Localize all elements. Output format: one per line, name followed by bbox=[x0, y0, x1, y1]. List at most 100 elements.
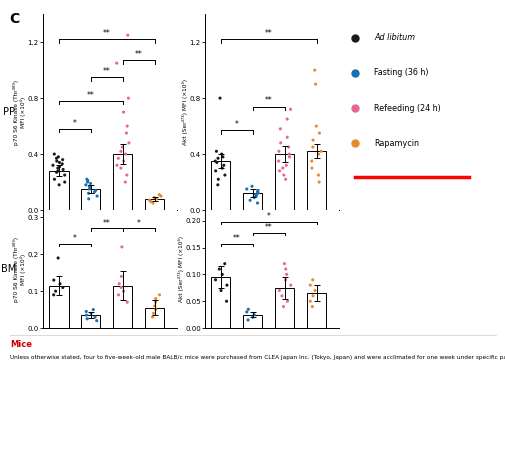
Text: Refeeding (24 h): Refeeding (24 h) bbox=[374, 104, 440, 113]
Point bbox=[279, 303, 287, 311]
Point bbox=[308, 276, 316, 284]
Text: *: * bbox=[73, 119, 77, 128]
Point bbox=[87, 310, 95, 317]
Point bbox=[151, 298, 159, 306]
Point bbox=[315, 129, 323, 137]
Point bbox=[50, 150, 58, 158]
Point bbox=[219, 153, 227, 160]
Point bbox=[49, 161, 57, 169]
Text: **: ** bbox=[265, 29, 272, 38]
Point bbox=[281, 176, 289, 183]
Point bbox=[213, 159, 221, 166]
Point bbox=[306, 281, 314, 289]
Point bbox=[218, 164, 226, 172]
Point bbox=[54, 254, 62, 262]
Point bbox=[211, 167, 219, 175]
Point bbox=[83, 315, 91, 322]
Point bbox=[54, 164, 62, 172]
Point bbox=[84, 195, 92, 202]
Text: *: * bbox=[136, 219, 140, 228]
Text: *: * bbox=[234, 120, 238, 129]
Point bbox=[283, 134, 291, 141]
Point bbox=[253, 199, 261, 207]
Bar bbox=[243, 315, 262, 328]
Point bbox=[285, 153, 293, 160]
Point bbox=[275, 167, 283, 175]
Point bbox=[214, 154, 222, 162]
Bar bbox=[211, 161, 230, 210]
Point bbox=[283, 297, 291, 305]
Point bbox=[215, 265, 223, 273]
Point bbox=[93, 192, 101, 200]
Point bbox=[113, 161, 121, 169]
Point bbox=[253, 188, 261, 195]
Point bbox=[121, 150, 129, 158]
Point bbox=[90, 188, 98, 195]
Point bbox=[222, 297, 230, 305]
Y-axis label: Akt (Ser⁴⁷³) MFI (×10⁴): Akt (Ser⁴⁷³) MFI (×10⁴) bbox=[177, 236, 183, 302]
Point bbox=[85, 185, 93, 193]
Bar bbox=[81, 315, 100, 328]
Point bbox=[217, 150, 225, 158]
Bar bbox=[113, 286, 132, 328]
Point bbox=[249, 194, 258, 201]
Point bbox=[122, 129, 130, 137]
Point bbox=[254, 189, 262, 197]
Point bbox=[278, 164, 286, 172]
Bar bbox=[211, 277, 230, 328]
Text: **: ** bbox=[103, 29, 111, 38]
Point bbox=[308, 303, 316, 311]
Bar bbox=[243, 193, 262, 210]
Text: Unless otherwise stated, four to five-week-old male BALB/c mice were purchased f: Unless otherwise stated, four to five-we… bbox=[10, 355, 505, 361]
Point bbox=[153, 195, 161, 202]
Point bbox=[216, 94, 224, 102]
Point bbox=[117, 147, 125, 155]
Point bbox=[220, 260, 228, 268]
Point bbox=[286, 106, 294, 113]
Point bbox=[309, 136, 317, 144]
Point bbox=[248, 313, 257, 321]
Point bbox=[312, 122, 320, 130]
Text: **: ** bbox=[232, 234, 240, 243]
Point bbox=[56, 280, 64, 287]
Point bbox=[49, 291, 58, 299]
Point bbox=[149, 310, 157, 317]
Point bbox=[83, 176, 91, 183]
Point bbox=[56, 163, 64, 170]
Point bbox=[123, 171, 131, 179]
Bar bbox=[49, 286, 68, 328]
Point bbox=[52, 287, 60, 295]
Point bbox=[125, 139, 133, 147]
Point bbox=[282, 270, 290, 278]
Text: **: ** bbox=[135, 51, 142, 59]
Point bbox=[121, 178, 129, 186]
Point bbox=[59, 156, 67, 163]
Text: **: ** bbox=[103, 219, 111, 228]
Bar bbox=[275, 288, 294, 328]
Point bbox=[85, 183, 93, 190]
Point bbox=[223, 281, 231, 289]
Point bbox=[252, 192, 260, 200]
Point bbox=[58, 160, 66, 168]
Point bbox=[59, 284, 67, 291]
Point bbox=[286, 281, 294, 289]
Point bbox=[155, 291, 163, 299]
Point bbox=[54, 153, 62, 160]
Point bbox=[124, 31, 132, 39]
Point bbox=[148, 199, 157, 207]
Point bbox=[82, 181, 90, 189]
Point bbox=[55, 181, 63, 189]
Point bbox=[217, 287, 225, 294]
Point bbox=[92, 317, 100, 324]
Point bbox=[119, 109, 127, 116]
Text: **: ** bbox=[265, 223, 272, 232]
Point bbox=[212, 147, 220, 155]
Point bbox=[314, 150, 322, 158]
Bar bbox=[145, 199, 164, 210]
Point bbox=[152, 306, 160, 313]
Point bbox=[150, 194, 158, 201]
Point bbox=[117, 284, 125, 291]
Bar bbox=[307, 293, 326, 328]
Point bbox=[53, 154, 61, 162]
Point bbox=[279, 171, 287, 179]
